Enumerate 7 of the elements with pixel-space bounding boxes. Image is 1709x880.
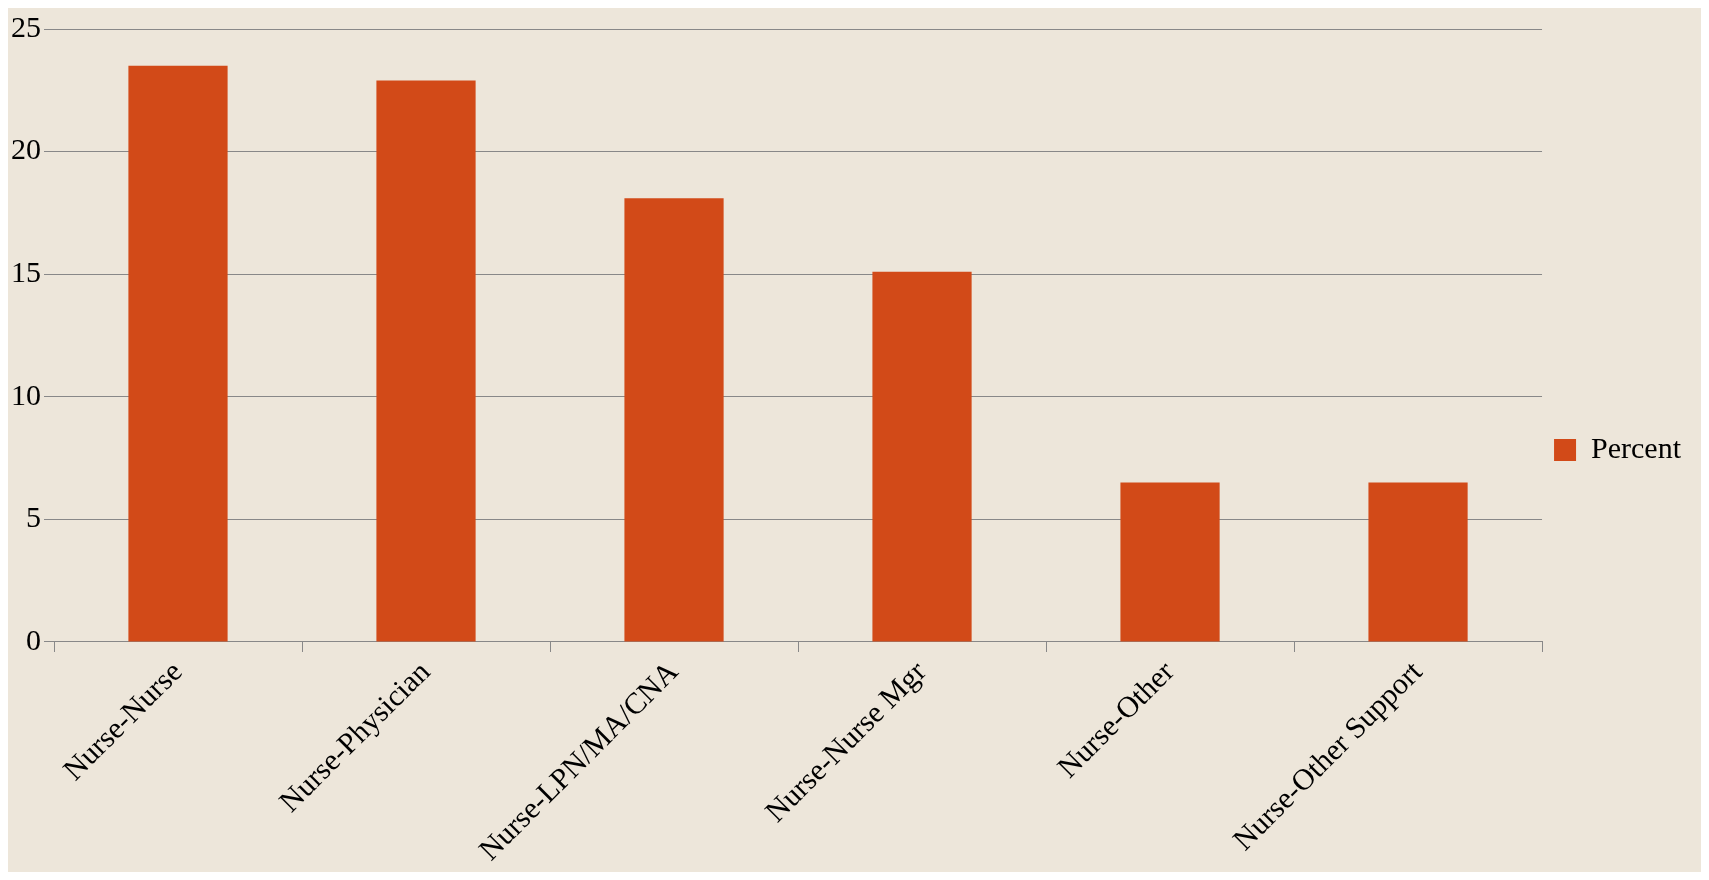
y-tick-label: 10 [11,377,41,411]
y-tick-label: 15 [11,255,41,289]
y-tick-label: 25 [11,9,41,43]
y-tick-label: 20 [11,132,41,166]
y-tick-label: 0 [26,622,41,656]
y-tick-label: 5 [26,500,41,534]
legend-label: Percent [1591,430,1682,464]
